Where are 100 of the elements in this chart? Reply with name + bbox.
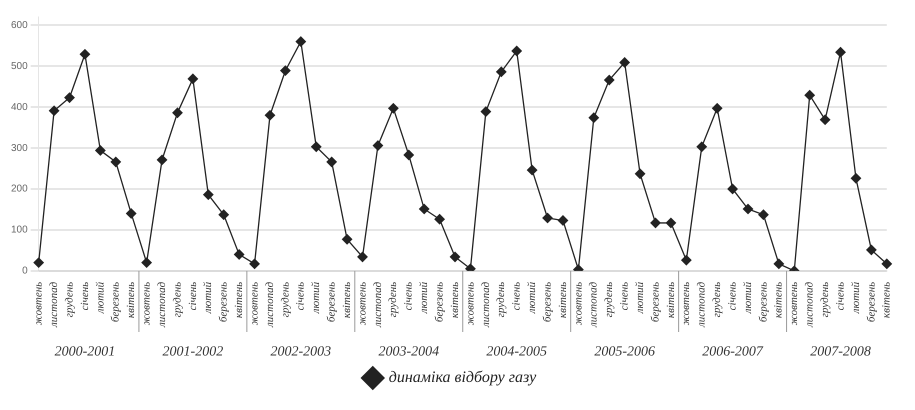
point (434, 214, 445, 224)
point (634, 168, 646, 179)
text: 2002-2003 (270, 344, 332, 360)
point (280, 65, 291, 76)
point (666, 218, 676, 228)
x-tick-label: січень (186, 282, 199, 310)
x-tick-label: жовтень (140, 282, 153, 326)
x-tick-label: грудень (171, 282, 184, 318)
x-tick-label: квітень (448, 282, 461, 318)
text: 2005-2006 (594, 344, 655, 360)
x-tick-label: лютий (310, 281, 322, 314)
point (296, 36, 306, 47)
x-tick-label: грудень (387, 282, 400, 318)
point (866, 244, 877, 256)
point (156, 154, 168, 166)
point (64, 92, 75, 103)
x-tick-label: листопад (804, 281, 816, 328)
x-tick-label: жовтень (680, 282, 692, 326)
y-tick-label: 600 (10, 20, 28, 31)
point (496, 66, 506, 78)
point (80, 49, 90, 60)
x-tick-label: листопад (372, 281, 384, 328)
point (172, 108, 183, 118)
point (203, 190, 214, 200)
point (388, 103, 398, 114)
x-tick-label: січень (726, 282, 738, 310)
legend-label: динаміка відбору газу (388, 369, 538, 386)
point (604, 74, 614, 86)
x-tick-label: жовтень (356, 282, 368, 326)
x-tick-label: квітень (340, 282, 353, 318)
point (804, 90, 815, 100)
point (188, 74, 198, 84)
text: 2007-2008 (810, 344, 871, 360)
y-tick-label: 200 (10, 184, 28, 195)
point (820, 114, 830, 125)
x-tick-label: грудень (711, 282, 724, 318)
point (712, 103, 722, 114)
x-tick-label: квітень (772, 282, 785, 318)
point (218, 210, 229, 220)
x-tick-label: лютий (526, 281, 538, 314)
point (48, 106, 60, 116)
x-tick-label: лютий (202, 281, 214, 314)
x-tick-label: березень (218, 282, 230, 322)
x-tick-label: жовтень (32, 282, 45, 326)
x-tick-label: листопад (264, 281, 276, 328)
point (850, 173, 862, 184)
point (110, 156, 121, 168)
x-tick-label: листопад (48, 281, 60, 328)
point (264, 110, 276, 120)
point (835, 47, 846, 58)
x-tick-label: березень (110, 282, 122, 322)
text: 2006-2007 (702, 344, 764, 360)
x-tick-label: січень (294, 282, 307, 310)
x-tick-label: грудень (279, 282, 292, 318)
x-tick-label: листопад (480, 281, 492, 328)
point (141, 257, 152, 268)
x-tick-label: листопад (696, 281, 708, 328)
x-tick-label: січень (510, 282, 523, 310)
x-tick-label: лютий (418, 281, 430, 314)
x-tick-label: квітень (233, 282, 246, 318)
point (419, 204, 430, 214)
text: 2001-2002 (162, 344, 224, 360)
point (311, 142, 322, 152)
point (95, 145, 106, 156)
point (696, 142, 707, 152)
x-tick-label: грудень (63, 282, 76, 318)
point (742, 204, 754, 214)
point (234, 249, 244, 260)
point (727, 184, 738, 194)
y-tick-label: 300 (10, 142, 28, 154)
x-tick-label: лютий (634, 281, 646, 314)
x-tick-label: грудень (495, 282, 508, 318)
x-tick-label: березень (434, 282, 446, 322)
x-tick-label: лютий (850, 281, 862, 314)
x-tick-label: січень (834, 282, 846, 310)
y-tick-label: 100 (10, 224, 28, 236)
x-tick-label: квітень (125, 282, 138, 318)
x-tick-label: листопад (588, 281, 600, 328)
x-tick-label: жовтень (464, 282, 476, 326)
point (758, 210, 769, 220)
x-tick-label: лютий (94, 281, 106, 314)
point (480, 106, 492, 117)
point (542, 212, 553, 224)
point (620, 57, 630, 68)
x-tick-label: жовтень (248, 282, 260, 326)
point (558, 215, 568, 226)
text: 2003-2004 (378, 344, 440, 360)
point (126, 208, 136, 219)
x-tick-label: лютий (742, 281, 754, 314)
point (512, 46, 522, 56)
text: 2000-2001 (54, 344, 116, 360)
x-tick-label: жовтень (572, 282, 584, 326)
x-tick-label: січень (78, 282, 91, 310)
point (588, 112, 599, 123)
y-tick-label: 400 (10, 102, 28, 113)
x-tick-label: березень (757, 282, 770, 322)
x-tick-label: січень (402, 282, 415, 310)
point (650, 218, 661, 228)
x-tick-label: грудень (819, 282, 832, 318)
point (404, 150, 414, 160)
